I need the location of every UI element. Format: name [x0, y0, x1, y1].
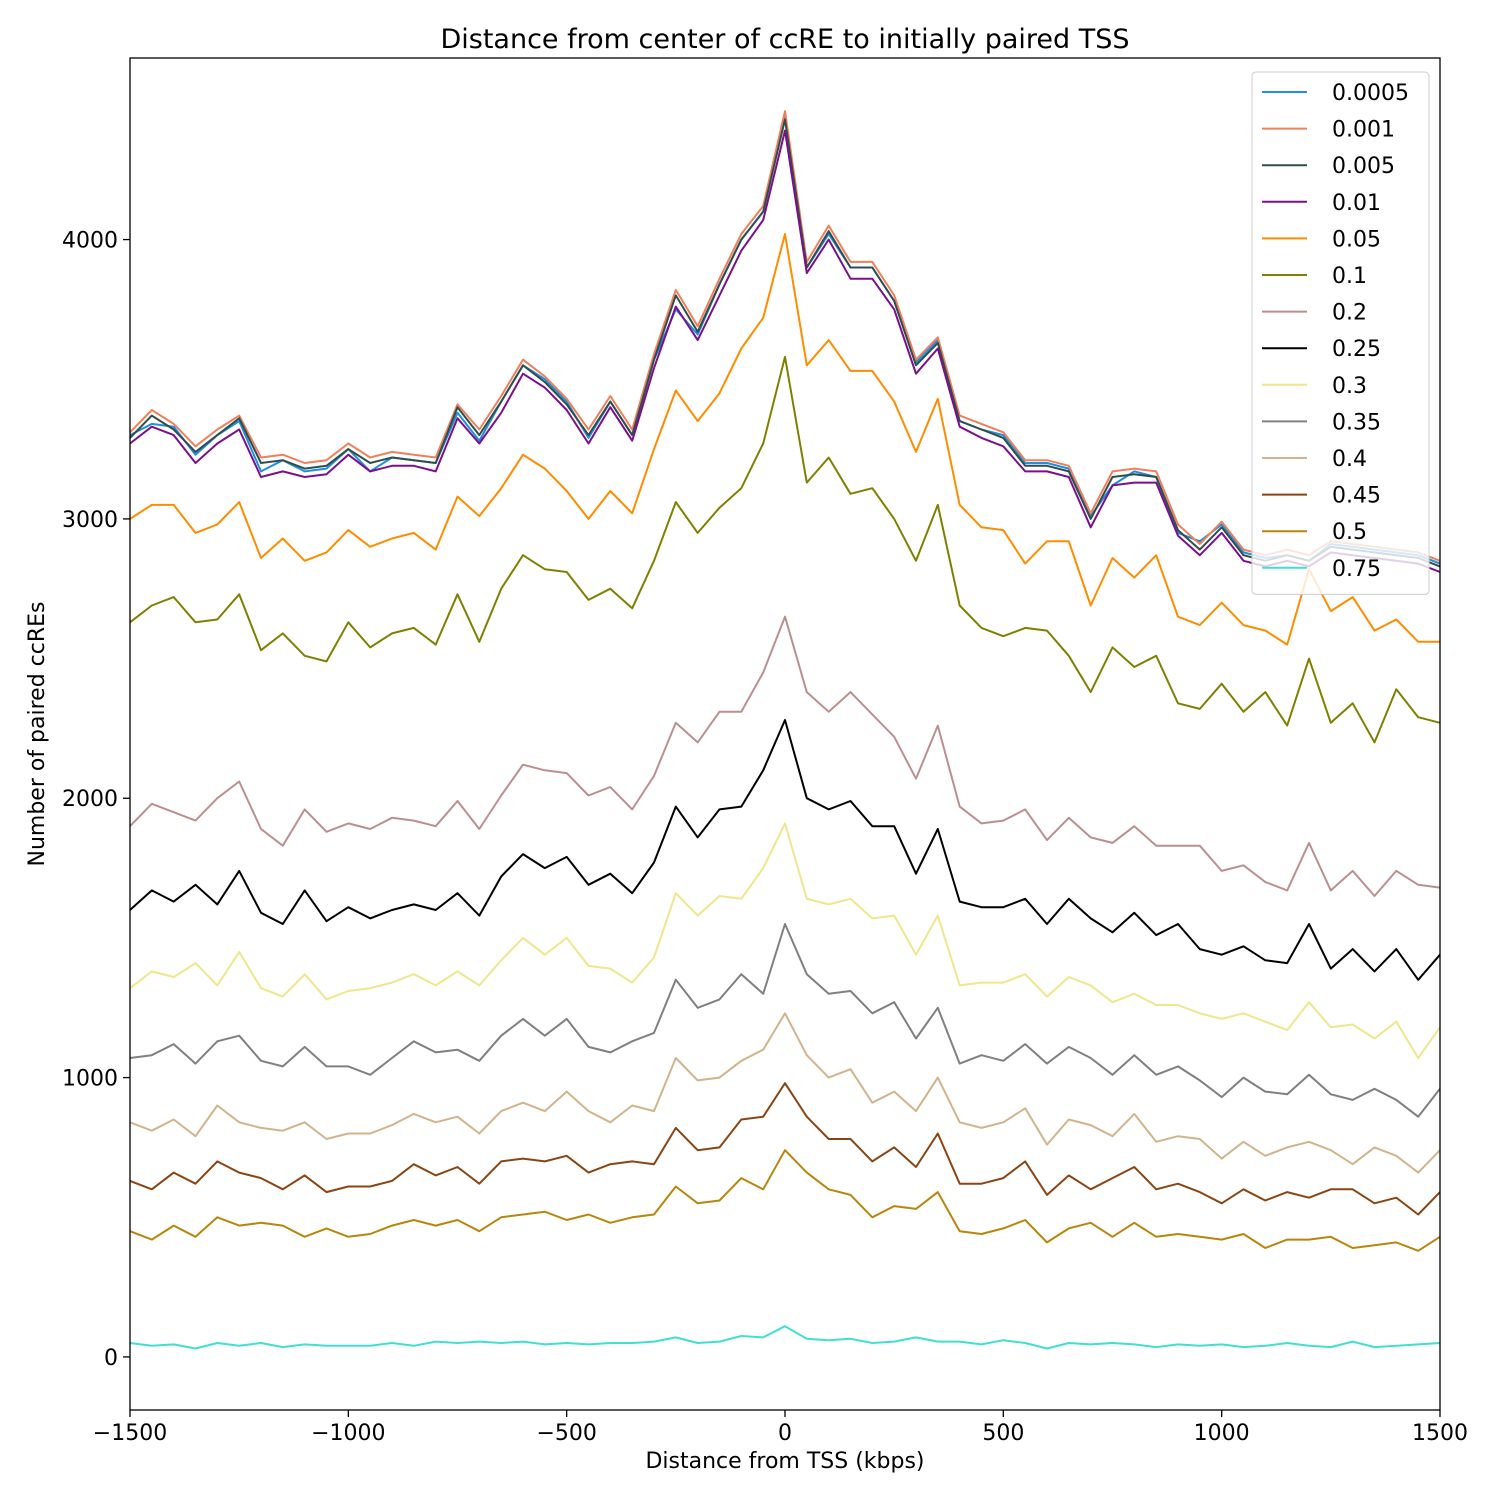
- legend-label-0.001: 0.001: [1332, 118, 1395, 143]
- x-tick-label: 1000: [1194, 1421, 1250, 1446]
- x-tick-label: 1500: [1412, 1421, 1468, 1446]
- x-tick-label: −500: [536, 1421, 596, 1446]
- legend-label-0.01: 0.01: [1332, 191, 1381, 216]
- x-axis-label: Distance from TSS (kbps): [645, 1449, 924, 1474]
- series-line-0.01: [129, 129, 1441, 573]
- y-tick-label: 0: [104, 1346, 118, 1371]
- series-line-0.25: [129, 719, 1441, 981]
- legend-label-0.4: 0.4: [1332, 447, 1367, 472]
- series-line-0.75: [129, 1325, 1441, 1350]
- x-tick-label: 0: [778, 1421, 792, 1446]
- series-line-0.35: [129, 923, 1441, 1118]
- legend-label-0.5: 0.5: [1332, 520, 1367, 545]
- y-tick-label: 2000: [62, 787, 118, 812]
- series-line-0.4: [129, 1012, 1441, 1174]
- legend-box: [1251, 71, 1430, 595]
- legend-label-0.45: 0.45: [1332, 484, 1381, 509]
- legend-label-0.005: 0.005: [1332, 154, 1395, 179]
- legend-label-0.2: 0.2: [1332, 301, 1367, 326]
- series-line-0.5: [129, 1149, 1441, 1252]
- series-line-0.45: [129, 1082, 1441, 1216]
- legend-label-0.25: 0.25: [1332, 337, 1381, 362]
- series-layer: [129, 110, 1441, 1350]
- series-line-0.2: [129, 615, 1441, 897]
- axes-layer: −1500 −1000 −500 0 500 1000 1500 0 1000 2000 3000 4…: [62, 229, 1468, 1446]
- y-tick-label: 4000: [62, 229, 118, 254]
- series-line-0.05: [129, 233, 1440, 646]
- legend-label-0.3: 0.3: [1332, 374, 1367, 399]
- legend-label-0.0005: 0.0005: [1332, 81, 1409, 106]
- series-line-0.001: [129, 110, 1441, 562]
- y-tick-label: 1000: [62, 1067, 118, 1092]
- legend-label-0.05: 0.05: [1332, 227, 1381, 252]
- y-axis-label: Number of paired ccREs: [25, 601, 50, 866]
- legend-label-0.35: 0.35: [1332, 410, 1381, 435]
- series-line-0.1: [129, 355, 1441, 744]
- legend-label-0.1: 0.1: [1332, 264, 1367, 289]
- series-line-0.005: [129, 118, 1441, 568]
- chart-title: Distance from center of ccRE to initiall…: [440, 24, 1129, 55]
- y-tick-label: 3000: [62, 508, 118, 533]
- series-line-0.3: [129, 822, 1441, 1059]
- x-tick-label: −1000: [311, 1421, 385, 1446]
- legend: 0.0005 0.001 0.005 0.01 0.05 0.1 0.2 0.25 0.3 0.3…: [1251, 71, 1430, 595]
- x-tick-label: −1500: [93, 1421, 167, 1446]
- x-tick-label: 500: [982, 1421, 1024, 1446]
- legend-label-0.75: 0.75: [1332, 557, 1381, 582]
